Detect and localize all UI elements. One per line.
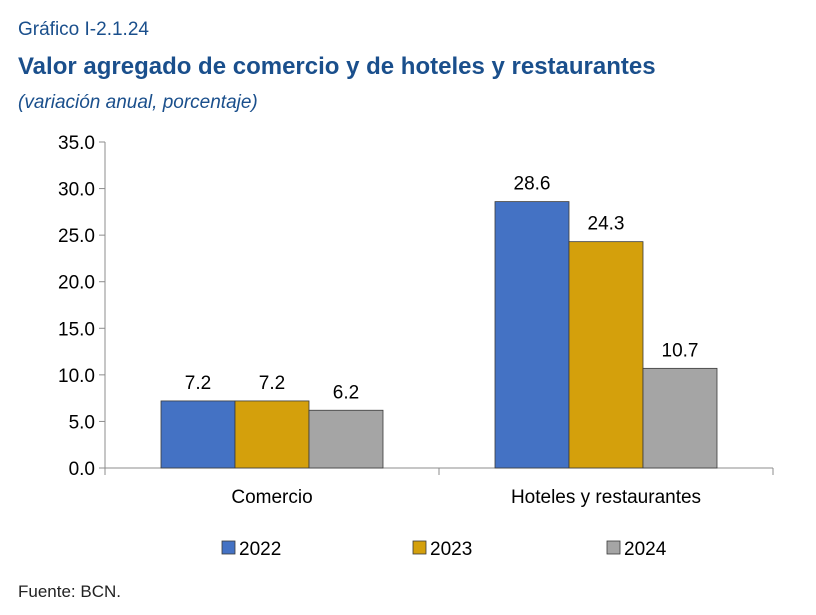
legend-swatch (221, 540, 236, 555)
legend-label: 2023 (430, 539, 472, 560)
legend-label: 2022 (239, 539, 281, 560)
y-tick-label: 20.0 (58, 273, 95, 294)
y-tick-label: 5.0 (69, 412, 95, 433)
bar-chart: 0.0 5.0 10.0 15.0 20.0 25.0 30.0 35.0 Comercio H… (58, 133, 774, 560)
chart-title: Valor agregado de comercio y de hoteles … (18, 53, 656, 80)
bar (160, 400, 236, 469)
data-label: 24.3 (588, 214, 625, 235)
bar (642, 367, 718, 469)
y-tick-label: 25.0 (58, 226, 95, 247)
data-label: 28.6 (514, 174, 551, 195)
legend-label: 2024 (624, 539, 667, 560)
chart-subtitle: (variación anual, porcentaje) (18, 92, 258, 113)
legend: 2022 2023 2024 (221, 539, 667, 560)
data-labels: 7.2 28.6 7.2 24.3 6.2 10.7 (185, 174, 699, 404)
bar (494, 201, 570, 469)
data-label: 6.2 (333, 382, 359, 403)
y-axis: 0.0 5.0 10.0 15.0 20.0 25.0 30.0 35.0 (58, 133, 106, 480)
x-category-label: Hoteles y restaurantes (511, 487, 701, 508)
y-tick-label: 10.0 (58, 366, 95, 387)
bar (234, 400, 310, 469)
source-note: Fuente: BCN. (18, 582, 121, 601)
legend-swatch (412, 540, 427, 555)
bars (160, 201, 718, 469)
legend-swatch (606, 540, 621, 555)
y-tick-label: 35.0 (58, 133, 95, 154)
data-label: 7.2 (259, 373, 285, 394)
y-tick-label: 15.0 (58, 319, 95, 340)
data-label: 10.7 (662, 340, 699, 361)
bar (568, 241, 644, 469)
chart-number: Gráfico I-2.1.24 (18, 19, 149, 40)
x-axis: Comercio Hoteles y restaurantes (104, 467, 774, 508)
bar (308, 409, 384, 469)
y-tick-label: 30.0 (58, 180, 95, 201)
y-tick-label: 0.0 (69, 459, 95, 480)
data-label: 7.2 (185, 373, 211, 394)
x-category-label: Comercio (231, 487, 312, 508)
